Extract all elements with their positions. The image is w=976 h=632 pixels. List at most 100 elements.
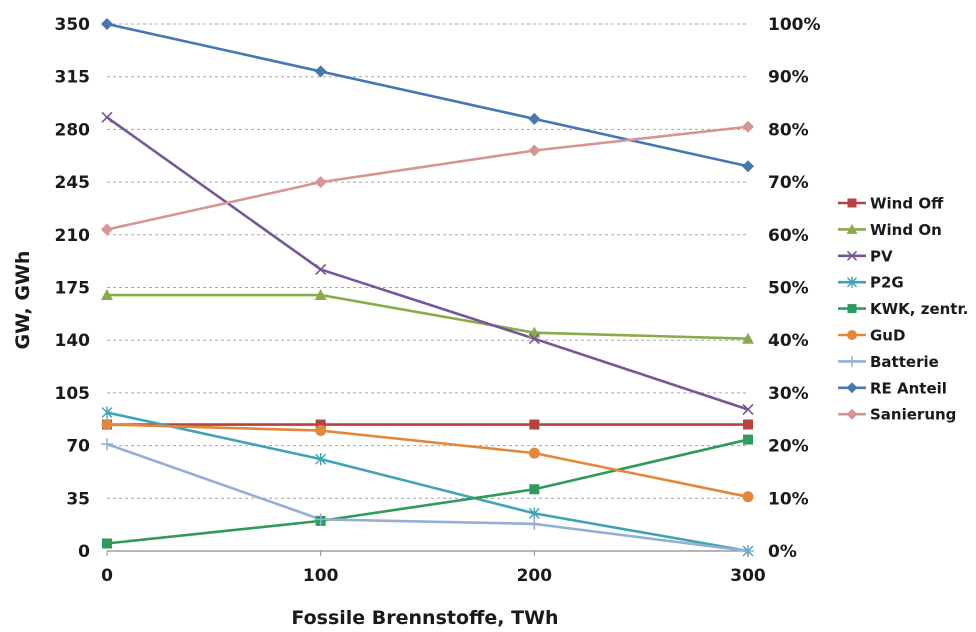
y-tick-label: 175 <box>55 279 91 299</box>
y2-tick-label: 0% <box>768 542 797 562</box>
legend-marker <box>847 276 857 288</box>
point-wind-on <box>742 332 754 344</box>
y2-tick-label: 40% <box>768 331 809 351</box>
point-pv <box>315 263 327 275</box>
point-batterie <box>314 513 327 526</box>
y2-tick-label: 90% <box>768 68 809 88</box>
point-wind-off <box>529 419 540 430</box>
legend-item-wind-off: Wind Off <box>838 195 944 213</box>
series-line-batterie <box>106 442 749 553</box>
series-line-sanierung <box>106 125 749 231</box>
legend-label: KWK, zentr. <box>870 300 968 318</box>
y-tick-label: 315 <box>55 68 91 88</box>
point-re-anteil <box>742 160 754 173</box>
legend-label: RE Anteil <box>870 379 947 397</box>
legend-item-p2g: P2G <box>838 274 904 292</box>
legend-marker <box>846 250 858 261</box>
point-kwk-zentr <box>102 538 112 549</box>
legend-marker <box>846 355 858 367</box>
series-line-kwk-zentr <box>106 438 749 545</box>
x-tick-label: 100 <box>303 566 339 586</box>
point-kwk-zentr <box>743 434 753 445</box>
y-tick-label: 0 <box>78 542 90 562</box>
point-gud <box>742 491 754 503</box>
series-line-re-anteil <box>106 22 749 168</box>
y-tick-label: 35 <box>66 489 90 509</box>
gridlines <box>107 23 748 552</box>
y-axis-ticks: 0 35 70 105 140 175 210 245 280 315 350 <box>55 15 91 562</box>
series-markers <box>101 18 754 557</box>
point-wind-off <box>743 419 753 430</box>
y2-tick-label: 10% <box>768 489 809 509</box>
point-wind-off <box>315 419 326 430</box>
x-tick-label: 0 <box>101 566 113 586</box>
legend-item-wind-on: Wind On <box>838 221 942 239</box>
series-lines <box>106 22 749 553</box>
point-sanierung <box>528 144 541 157</box>
x-tick-label: 200 <box>517 566 553 586</box>
point-batterie <box>101 438 113 451</box>
point-pv <box>742 403 754 416</box>
point-p2g <box>315 453 327 466</box>
point-re-anteil <box>101 18 113 30</box>
point-kwk-zentr <box>529 484 540 495</box>
legend-label: P2G <box>870 274 904 292</box>
point-pv <box>101 111 113 123</box>
y2-tick-label: 50% <box>768 279 809 299</box>
legend-label: GuD <box>870 327 905 345</box>
legend-label: Batterie <box>870 353 939 371</box>
legend-marker <box>846 408 858 420</box>
series-line-p2g <box>106 411 749 553</box>
legend-label: Sanierung <box>870 406 956 424</box>
y2-tick-label: 20% <box>768 437 809 457</box>
legend-item-sanierung: Sanierung <box>838 406 956 424</box>
legend-marker <box>846 382 858 394</box>
point-sanierung <box>101 223 113 236</box>
legend-label: Wind Off <box>870 195 944 213</box>
y-axis-title: GW, GWh <box>12 251 34 350</box>
point-gud <box>528 447 540 459</box>
point-p2g <box>528 507 540 520</box>
y-tick-label: 350 <box>55 15 91 35</box>
legend-label: PV <box>870 247 893 265</box>
y-tick-label: 210 <box>55 226 91 246</box>
series-line-wind-on <box>107 293 749 340</box>
point-sanierung <box>742 120 754 133</box>
y-tick-label: 70 <box>66 437 90 457</box>
point-re-anteil <box>314 65 327 78</box>
y2-tick-label: 80% <box>768 120 809 140</box>
legend-item-kwk-zentr: KWK, zentr. <box>838 300 968 318</box>
legend-marker <box>847 304 857 314</box>
point-sanierung <box>314 176 327 189</box>
y-tick-label: 280 <box>55 120 91 140</box>
point-batterie <box>528 517 541 530</box>
y2-tick-label: 70% <box>768 173 809 193</box>
y2-tick-label: 30% <box>768 384 809 404</box>
point-wind-on <box>101 289 113 301</box>
y-tick-label: 245 <box>55 173 91 193</box>
legend-marker <box>846 223 858 234</box>
y-tick-label: 105 <box>55 384 91 404</box>
point-wind-on <box>314 289 327 301</box>
x-tick-label: 300 <box>730 566 766 586</box>
legend-item-pv: PV <box>838 247 893 265</box>
point-gud <box>101 419 113 431</box>
series-line-gud <box>106 423 749 499</box>
legend-item-batterie: Batterie <box>838 353 939 371</box>
legend-marker <box>847 198 857 208</box>
legend-item-gud: GuD <box>838 327 905 345</box>
y2-axis-ticks: 0% 10% 20% 30% 40% 50% 60% 70% 80% 90% 100% <box>768 15 821 562</box>
point-p2g <box>101 406 113 419</box>
legend-label: Wind On <box>870 221 942 239</box>
x-axis-ticks: 0 100 200 300 <box>101 551 766 586</box>
y2-tick-label: 100% <box>768 15 821 35</box>
y2-tick-label: 60% <box>768 226 809 246</box>
legend-item-re-anteil: RE Anteil <box>838 379 947 397</box>
y-tick-label: 140 <box>55 331 91 351</box>
legend-marker <box>847 330 857 340</box>
legend: Wind Off Wind On PV P2G KWK, zentr. GuD Batter… <box>838 195 968 424</box>
x-axis-title: Fossile Brennstoffe, TWh <box>291 607 558 629</box>
point-pv <box>528 333 540 345</box>
point-re-anteil <box>528 112 541 125</box>
